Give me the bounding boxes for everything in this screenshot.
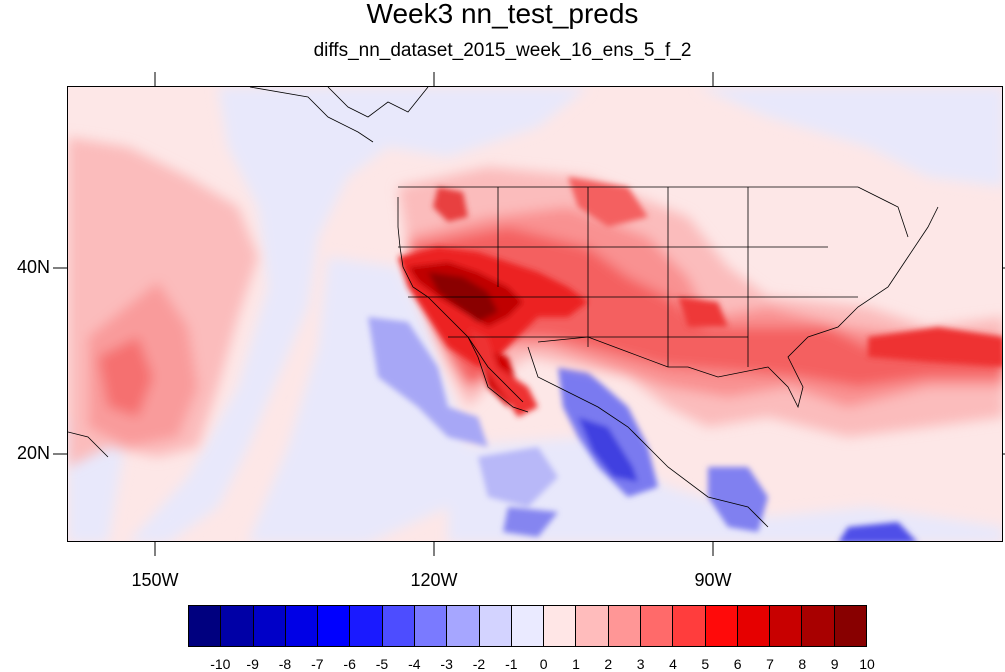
colorbar-label: 1 (572, 656, 580, 672)
negative-anomaly-fields (68, 87, 1002, 541)
colorbar-swatch (737, 606, 771, 646)
colorbar-label: -2 (472, 656, 486, 672)
contour-map (68, 87, 1002, 541)
colorbar-swatch (414, 606, 448, 646)
colorbar-swatch (318, 606, 351, 646)
colorbar-label: -5 (375, 656, 389, 672)
map-title: Week3 nn_test_preds (366, 0, 639, 29)
colorbar-swatch (640, 606, 674, 646)
colorbar-label: -10 (210, 656, 231, 672)
colorbar-swatch (802, 606, 835, 646)
lon-label-90w: 90W (694, 570, 732, 590)
colorbar-label: -3 (440, 656, 453, 672)
colorbar-label: -4 (408, 656, 421, 672)
colorbar-swatch (511, 606, 545, 646)
colorbar-swatch (673, 606, 706, 646)
colorbar-swatch (608, 606, 641, 646)
lat-label-40n: 40N (16, 257, 50, 277)
colorbar-label: 9 (830, 656, 839, 672)
colorbar-label: -8 (278, 656, 292, 672)
colorbar-swatch (834, 606, 866, 646)
colorbar-swatch (221, 606, 254, 646)
colorbar-label: -9 (246, 656, 259, 672)
map-subtitle: diffs_nn_dataset_2015_week_16_ens_5_f_2 (313, 40, 692, 61)
colorbar-swatch (382, 606, 415, 646)
colorbar-label: 2 (604, 656, 613, 672)
colorbar-label: 6 (733, 656, 742, 672)
colorbar-swatch (350, 606, 383, 646)
colorbar-swatch (285, 606, 319, 646)
lat-label-20n: 20N (16, 443, 50, 463)
colorbar-label: -7 (311, 656, 324, 672)
colorbar-swatch (705, 606, 738, 646)
colorbar-label: 0 (539, 656, 548, 672)
colorbar-swatch (189, 606, 222, 646)
lon-label-150w: 150W (131, 570, 179, 590)
colorbar-label: 8 (798, 656, 807, 672)
colorbar-swatch (253, 606, 286, 646)
colorbar-label: 5 (701, 656, 710, 672)
colorbar-swatch (576, 606, 609, 646)
map-plot-area (67, 86, 1003, 542)
colorbar-label: -1 (505, 656, 518, 672)
colorbar-swatch (479, 606, 512, 646)
lon-label-120w: 120W (410, 570, 458, 590)
colorbar-label: 3 (636, 656, 645, 672)
colorbar-label: 4 (669, 656, 677, 672)
colorbar-swatch (447, 606, 480, 646)
colorbar-label: 7 (766, 656, 774, 672)
colorbar-swatch (770, 606, 803, 646)
colorbar-swatch (544, 606, 577, 646)
colorbar (188, 605, 867, 647)
colorbar-label: 10 (859, 656, 875, 672)
coastlines (68, 87, 939, 528)
colorbar-label: -6 (343, 656, 356, 672)
